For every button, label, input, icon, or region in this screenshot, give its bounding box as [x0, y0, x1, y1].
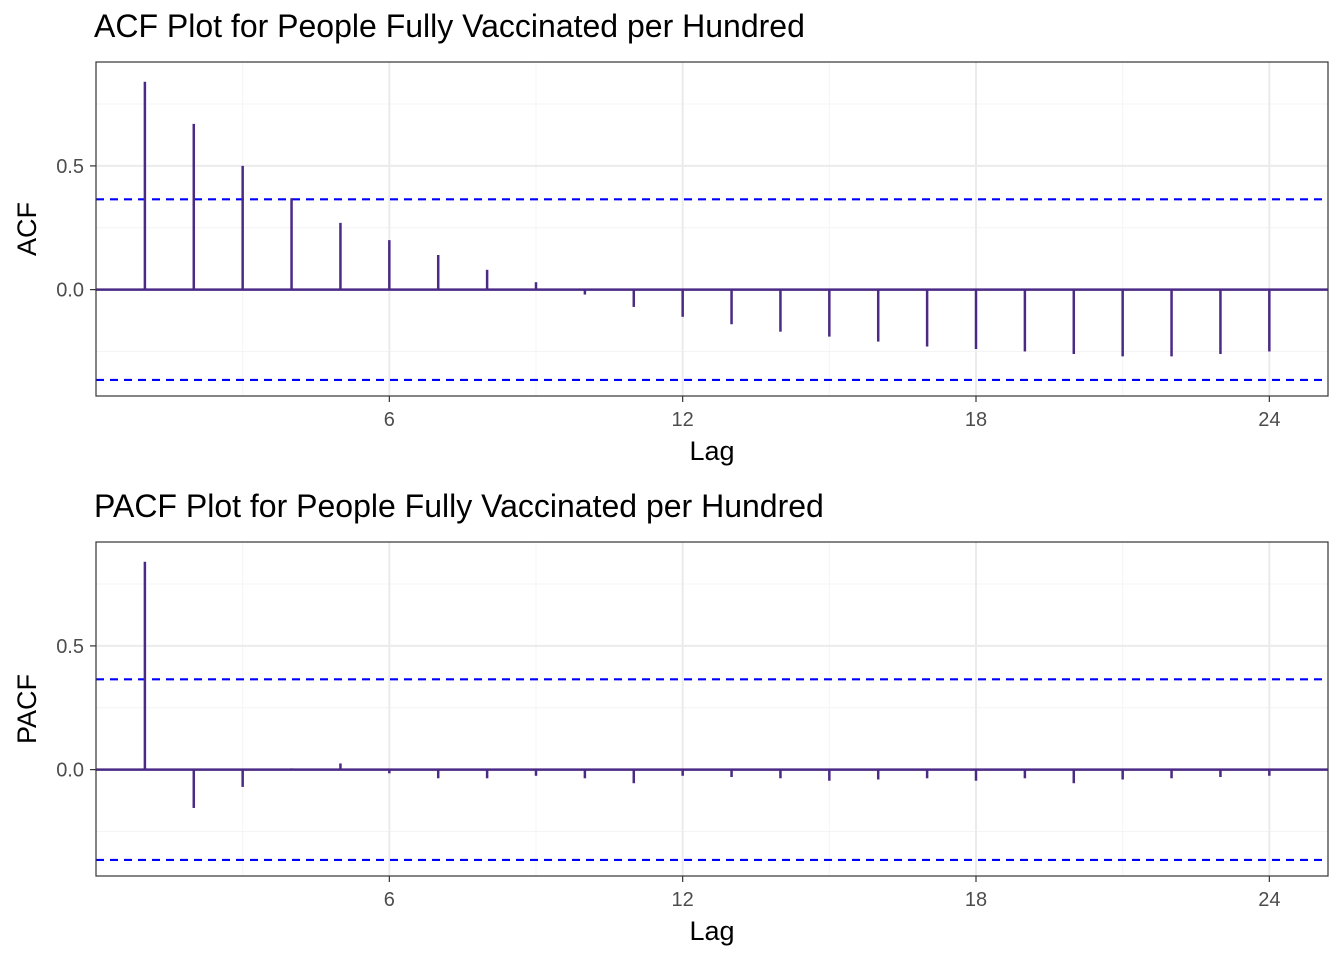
pacf-x-tick-label: 6: [384, 889, 395, 911]
acf-x-tick-label: 12: [672, 409, 694, 431]
acf-chart: 6 12 18 24 0.0 0.5 Lag ACF: [12, 61, 1329, 466]
pacf-y-axis-label: PACF: [12, 674, 42, 744]
acf-panel-border: [95, 61, 1329, 397]
acf-x-tick-label: 18: [965, 409, 987, 431]
acf-x-axis-label: Lag: [689, 436, 734, 466]
pacf-panel-border: [95, 541, 1329, 877]
acf-x-tick-label: 24: [1258, 409, 1280, 431]
pacf-y-tick-label: 0.5: [56, 636, 84, 658]
pacf-y-tick-label: 0.0: [56, 760, 84, 782]
acf-y-tick-label: 0.0: [56, 280, 84, 302]
pacf-chart: 6 12 18 24 0.0 0.5 Lag PACF: [12, 541, 1329, 946]
pacf-x-axis-label: Lag: [689, 916, 734, 946]
acf-y-tick-label: 0.5: [56, 156, 84, 178]
acf-chart-title: ACF Plot for People Fully Vaccinated per…: [94, 8, 805, 44]
pacf-x-tick-label: 12: [672, 889, 694, 911]
acf-y-axis-label: ACF: [12, 202, 42, 256]
pacf-x-tick-label: 18: [965, 889, 987, 911]
acf-x-tick-label: 6: [384, 409, 395, 431]
pacf-x-tick-label: 24: [1258, 889, 1280, 911]
pacf-chart-title: PACF Plot for People Fully Vaccinated pe…: [94, 488, 824, 524]
